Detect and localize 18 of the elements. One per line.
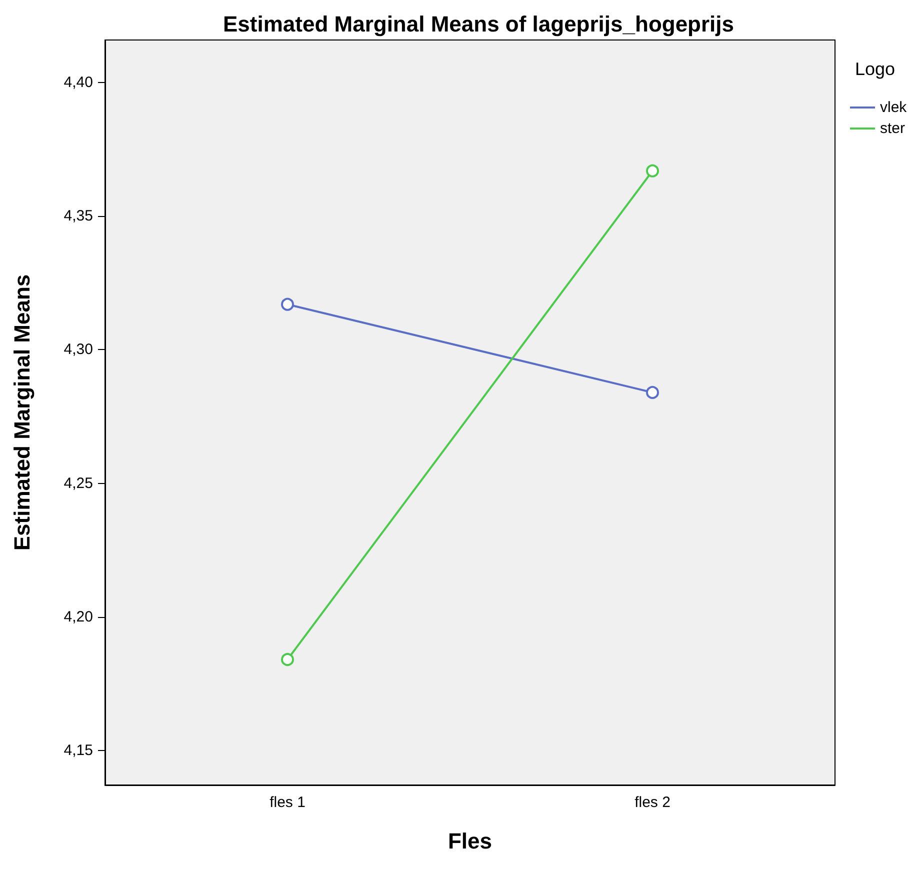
legend-label: ster	[880, 120, 906, 137]
point	[281, 653, 294, 666]
point	[646, 164, 659, 178]
y-tick-label: 4,15	[64, 742, 93, 759]
y-axis-title: Estimated Marginal Means	[10, 274, 34, 551]
x-axis-title: Fles	[448, 828, 492, 854]
y-tick-label: 4,35	[64, 208, 93, 225]
x-tick-label: fles 2	[634, 794, 670, 811]
chart-title: Estimated Marginal Means of lageprijs_hogeprijs	[223, 12, 734, 36]
point	[646, 386, 659, 399]
x-tick-label: fles 1	[270, 794, 306, 811]
y-tick-label: 4,25	[64, 474, 93, 492]
legend-label: vlek	[880, 99, 908, 116]
legend-title: Logo	[855, 59, 896, 79]
y-tick-label: 4,20	[64, 608, 93, 626]
y-tick-label: 4,40	[64, 74, 93, 92]
y-tick-label: 4,30	[64, 341, 93, 358]
point	[281, 298, 294, 311]
